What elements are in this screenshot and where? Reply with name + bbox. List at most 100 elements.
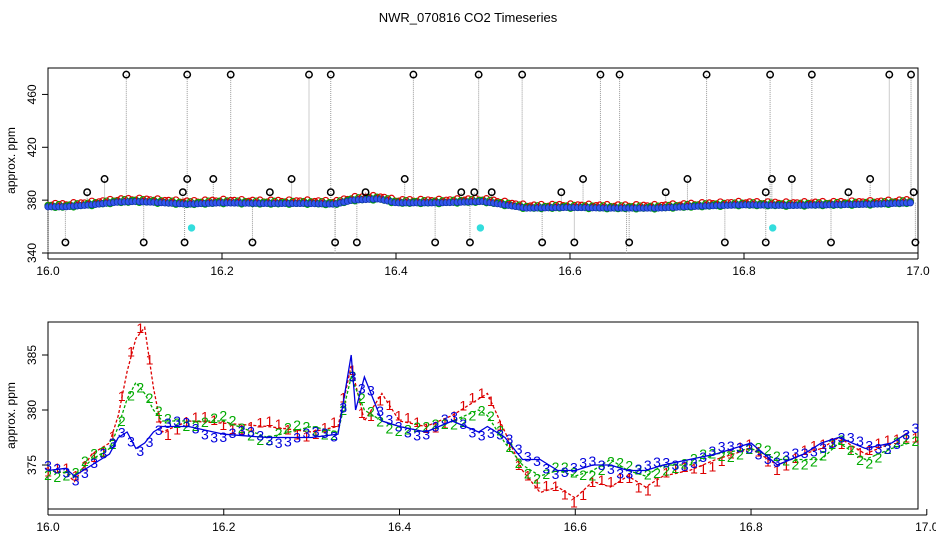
outlier-point [702,70,711,79]
outlier-point [866,175,875,183]
series-marker-1: 1 [99,444,107,460]
outlier-point [326,188,335,197]
series-marker-3: 3 [589,453,597,469]
series-marker-3: 3 [201,426,209,442]
point-series-3 [906,199,914,207]
series-marker-3: 3 [330,428,338,444]
series-marker-2: 2 [302,418,310,434]
x-tick-label: 16.0 [36,520,60,534]
series-marker-1: 1 [708,458,716,474]
series-marker-2: 2 [63,468,71,484]
series-marker-2: 2 [219,408,227,424]
series-marker-3: 3 [884,441,892,457]
x-tick-label: 17.0 [915,520,936,534]
plot-frame [47,321,919,510]
outlier-drop-lines [47,74,916,253]
outlier-point [226,70,235,79]
series-marker-1: 1 [773,462,781,478]
outlier-point [248,238,257,247]
outlier-markers [61,70,920,247]
series-marker-2: 2 [570,465,578,481]
series-marker-3: 3 [902,426,910,442]
series-marker-3: 3 [828,435,836,451]
series-marker-1: 1 [810,437,818,453]
series-marker-2: 2 [828,436,836,452]
series-marker-1: 1 [764,454,772,470]
series-marker-1: 1 [847,442,855,458]
series-marker-2: 2 [53,469,61,485]
series-marker-3: 3 [238,422,246,438]
series-marker-1: 1 [229,421,237,437]
series-marker-3: 3 [607,461,615,477]
series-marker-3: 3 [736,440,744,456]
series-marker-2: 2 [321,427,329,443]
flagged-point [476,224,485,232]
series-marker-2: 2 [745,441,753,457]
outlier-point [570,238,579,247]
x-tick-label: 16.6 [558,264,582,278]
outlier-point [538,238,547,247]
series-marker-2: 2 [727,449,735,465]
series-marker-2: 2 [469,408,477,424]
series-marker-2: 2 [644,466,652,482]
outlier-point [265,188,274,197]
series-marker-1: 1 [635,480,643,496]
series-marker-2: 2 [838,432,846,448]
series-marker-3: 3 [496,427,504,443]
series-marker-1: 1 [561,486,569,502]
series-marker-1: 1 [146,352,154,368]
series-marker-1: 1 [44,464,52,480]
series-marker-2: 2 [478,402,486,418]
series-marker-1: 1 [524,468,532,484]
series-marker-1: 1 [856,445,864,461]
series-marker-3: 3 [598,457,606,473]
outlier-point [431,238,440,247]
outlier-point [766,70,775,79]
series-marker-3: 3 [256,428,264,444]
series-marker-3: 3 [395,418,403,434]
series-marker-1: 1 [672,460,680,476]
outlier-point [474,70,483,79]
outlier-point [326,70,335,79]
outlier-point [61,238,70,247]
series-marker-1: 1 [395,407,403,423]
series-marker-1: 1 [478,385,486,401]
series-marker-3: 3 [875,440,883,456]
series-marker-3: 3 [524,448,532,464]
series-marker-2: 2 [875,449,883,465]
series-marker-3: 3 [801,445,809,461]
series-marker-2: 2 [552,459,560,475]
series-marker-2: 2 [911,433,919,449]
series-marker-3: 3 [847,430,855,446]
series-marker-1: 1 [589,474,597,490]
series-marker-2: 2 [266,432,274,448]
series-marker-2: 2 [598,462,606,478]
series-marker-3: 3 [99,445,107,461]
series-marker-2: 2 [275,425,283,441]
series-marker-3: 3 [376,403,384,419]
series-marker-2: 2 [699,446,707,462]
outlier-point [596,70,605,79]
outlier-point [625,238,634,247]
series-marker-3: 3 [469,424,477,440]
series-marker-2: 2 [413,419,421,435]
series-marker-3: 3 [441,411,449,427]
series-marker-1: 1 [293,426,301,442]
x-tick-label: 16.4 [384,264,408,278]
series-marker-1: 1 [386,397,394,413]
series-marker-2: 2 [902,431,910,447]
series-marker-2: 2 [681,456,689,472]
series-marker-1: 1 [302,429,310,445]
series-marker-2: 2 [653,465,661,481]
series-marker-2: 2 [718,448,726,464]
panel-top: 16.0 16.2 16.4 16.6 16.8 17.0 340 380 420 460 appr… [4,67,930,278]
series-marker-2: 2 [293,417,301,433]
series-marker-3: 3 [616,465,624,481]
series-marker-1: 1 [570,495,578,511]
series-marker-2: 2 [367,403,375,419]
series-marker-2: 2 [238,420,246,436]
series-marker-3: 3 [192,420,200,436]
series-marker-3: 3 [229,425,237,441]
series-marker-2: 2 [496,422,504,438]
